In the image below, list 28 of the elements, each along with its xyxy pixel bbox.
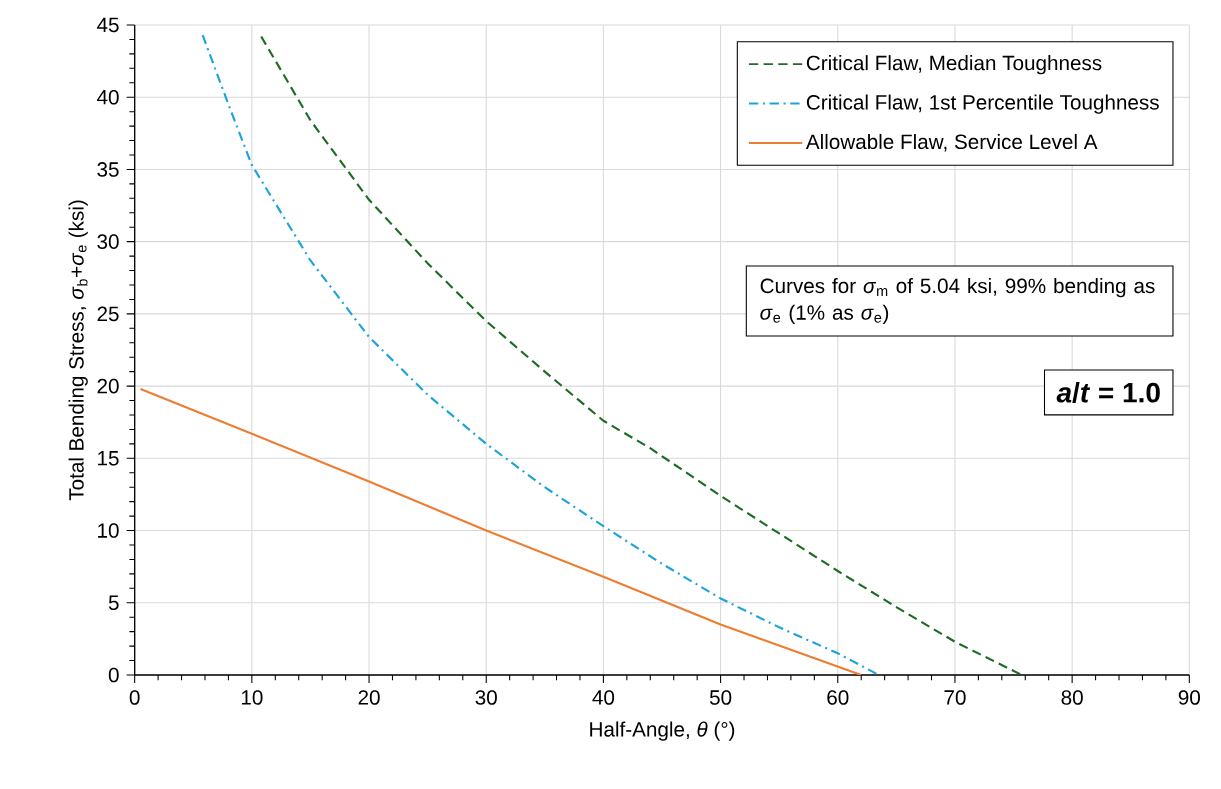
legend-label: Critical Flaw, Median Toughness (806, 55, 1102, 75)
y-tick-label: 15 (98, 451, 119, 466)
x-tick-label: 70 (944, 690, 966, 705)
x-tick-label: 80 (1061, 690, 1083, 705)
y-tick-label: 25 (97, 306, 119, 322)
annotation: a/t = 1.0 (1056, 382, 1160, 403)
x-axis-title: Half-Angle, θ (°) (590, 721, 735, 741)
y-tick-label: 40 (97, 89, 119, 105)
text: Curves for σ$_{m}$ of 5.04 ksi, 99% bending as σ$_{e}$ (1% as σ$_{e}$) (760, 278, 1155, 324)
y-tick-label: 20 (97, 378, 119, 394)
x-tick-label: 10 (241, 690, 263, 705)
x-tick-label: 50 (709, 690, 732, 705)
x-tick-label: 90 (1178, 690, 1200, 705)
y-tick-label: 35 (97, 162, 119, 177)
x-tick-label: 30 (475, 690, 497, 705)
y-tick-label: 0 (108, 667, 119, 683)
legend-label: Critical Flaw, 1st Percentile Toughness (806, 94, 1159, 114)
x-tick-label: 0 (129, 690, 140, 705)
y-tick-label: 5 (108, 595, 119, 610)
x-tick-label: 40 (592, 690, 615, 705)
x-tick-label: 20 (358, 690, 380, 705)
y-tick-label: 30 (97, 234, 119, 249)
y-tick-label: 45 (97, 17, 119, 33)
line-series (139, 387, 863, 675)
y-axis-title: Total Bending Stress, σ$_{b}$+σ$_{e}$ (ksi) (68, 200, 88, 501)
x-tick-label: 60 (827, 690, 849, 705)
legend-label: Allowable Flaw, Service Level A (805, 133, 1098, 152)
y-tick-label: 10 (98, 523, 119, 538)
